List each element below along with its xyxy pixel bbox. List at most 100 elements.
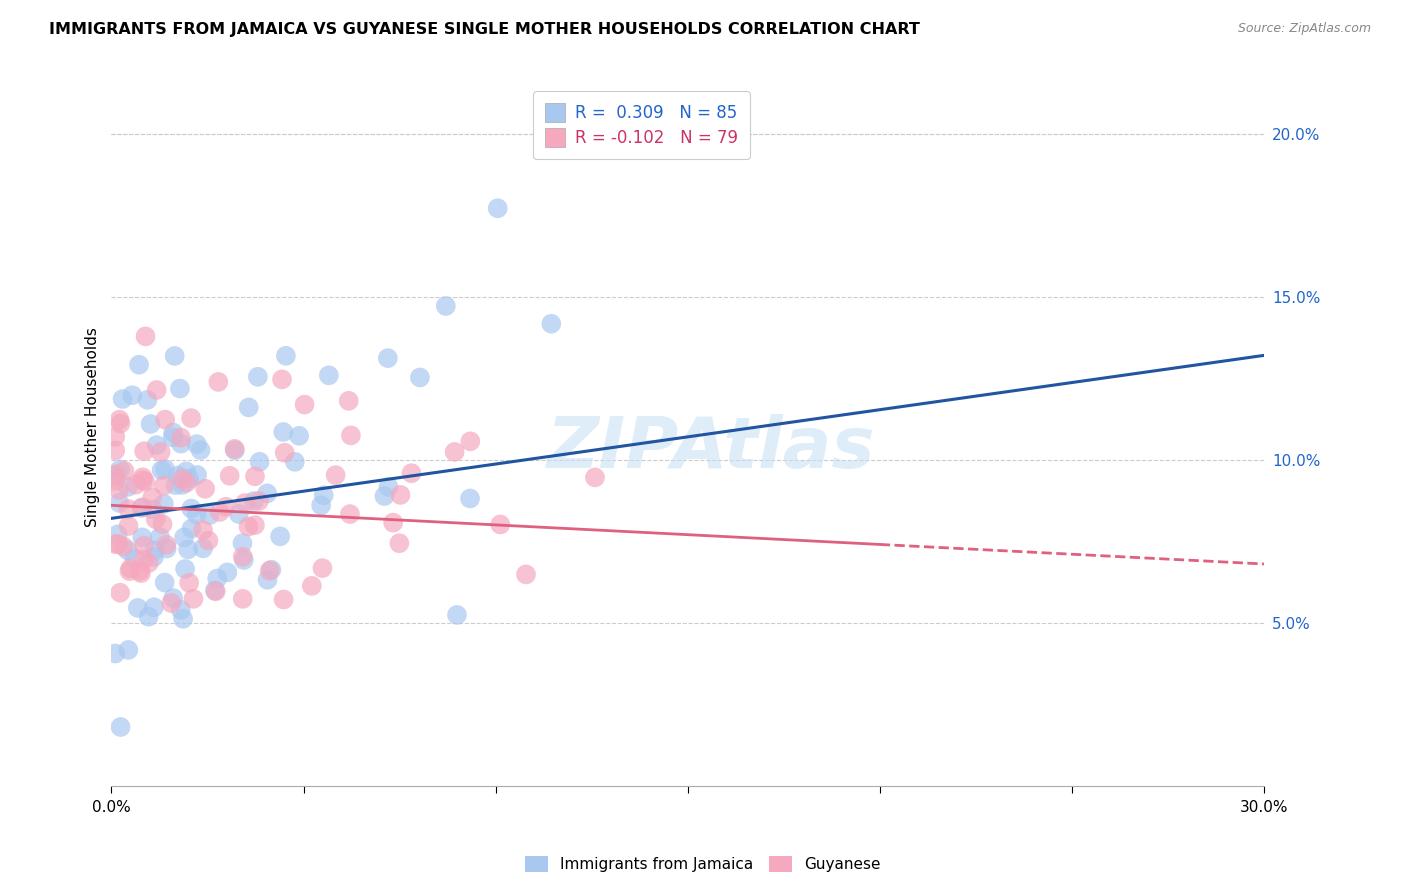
Point bbox=[246, 369, 269, 384]
Text: ZIPAtlas: ZIPAtlas bbox=[547, 414, 875, 483]
Point bbox=[409, 370, 432, 384]
Point bbox=[104, 647, 127, 661]
Point bbox=[190, 443, 212, 458]
Point bbox=[117, 519, 139, 533]
Point bbox=[434, 299, 457, 313]
Point bbox=[180, 521, 202, 535]
Point bbox=[377, 480, 399, 494]
Point bbox=[458, 491, 481, 506]
Point bbox=[117, 643, 139, 657]
Point bbox=[170, 431, 193, 445]
Point bbox=[110, 417, 132, 431]
Point bbox=[104, 443, 127, 458]
Point bbox=[155, 538, 177, 552]
Point bbox=[143, 600, 166, 615]
Point bbox=[167, 468, 190, 483]
Point bbox=[107, 527, 129, 541]
Point bbox=[224, 443, 246, 458]
Point bbox=[149, 445, 172, 459]
Point bbox=[198, 508, 221, 523]
Point bbox=[271, 372, 294, 386]
Point bbox=[128, 358, 150, 372]
Point bbox=[104, 467, 127, 482]
Point bbox=[104, 474, 127, 488]
Point bbox=[153, 497, 176, 511]
Point bbox=[153, 462, 176, 476]
Point bbox=[117, 543, 139, 558]
Point bbox=[120, 561, 142, 575]
Point bbox=[152, 478, 174, 492]
Point bbox=[125, 477, 148, 491]
Point bbox=[108, 496, 131, 510]
Point bbox=[191, 541, 214, 556]
Point bbox=[141, 490, 163, 504]
Point bbox=[108, 412, 131, 426]
Point bbox=[186, 437, 208, 451]
Point bbox=[132, 539, 155, 553]
Point bbox=[318, 368, 340, 383]
Point bbox=[191, 523, 214, 537]
Point bbox=[274, 349, 297, 363]
Point bbox=[108, 483, 131, 497]
Point bbox=[180, 411, 202, 425]
Point bbox=[204, 584, 226, 599]
Point bbox=[337, 393, 360, 408]
Point bbox=[179, 575, 201, 590]
Point bbox=[104, 468, 127, 483]
Point bbox=[312, 488, 335, 502]
Point bbox=[177, 542, 200, 557]
Point bbox=[382, 516, 405, 530]
Point bbox=[131, 470, 153, 484]
Point bbox=[145, 512, 167, 526]
Point bbox=[228, 507, 250, 521]
Point bbox=[176, 475, 198, 490]
Point bbox=[121, 388, 143, 402]
Point bbox=[179, 472, 201, 486]
Point bbox=[170, 472, 193, 486]
Point bbox=[156, 541, 179, 556]
Point bbox=[132, 552, 155, 566]
Point bbox=[163, 349, 186, 363]
Point bbox=[311, 561, 333, 575]
Point bbox=[160, 596, 183, 610]
Point bbox=[104, 537, 127, 551]
Point bbox=[325, 468, 347, 483]
Point bbox=[138, 556, 160, 570]
Point bbox=[540, 317, 562, 331]
Point bbox=[460, 434, 482, 449]
Point bbox=[294, 398, 316, 412]
Point bbox=[180, 501, 202, 516]
Point bbox=[112, 464, 135, 478]
Legend: Immigrants from Jamaica, Guyanese: Immigrants from Jamaica, Guyanese bbox=[517, 848, 889, 880]
Point bbox=[224, 442, 246, 456]
Text: IMMIGRANTS FROM JAMAICA VS GUYANESE SINGLE MOTHER HOUSEHOLDS CORRELATION CHART: IMMIGRANTS FROM JAMAICA VS GUYANESE SING… bbox=[49, 22, 920, 37]
Point bbox=[162, 425, 184, 440]
Point bbox=[218, 468, 240, 483]
Point bbox=[149, 530, 172, 544]
Point bbox=[373, 489, 395, 503]
Point bbox=[238, 401, 260, 415]
Point bbox=[128, 564, 150, 578]
Point bbox=[340, 428, 363, 442]
Point bbox=[145, 383, 167, 397]
Point bbox=[243, 469, 266, 483]
Point bbox=[111, 392, 134, 406]
Point bbox=[389, 488, 412, 502]
Point bbox=[284, 455, 307, 469]
Legend: R =  0.309   N = 85, R = -0.102   N = 79: R = 0.309 N = 85, R = -0.102 N = 79 bbox=[533, 91, 749, 159]
Point bbox=[165, 478, 187, 492]
Point bbox=[243, 494, 266, 508]
Point bbox=[238, 519, 260, 533]
Point bbox=[127, 601, 149, 615]
Point bbox=[205, 571, 228, 585]
Point bbox=[339, 507, 361, 521]
Point bbox=[208, 505, 231, 519]
Point bbox=[249, 455, 271, 469]
Point bbox=[204, 583, 226, 598]
Point bbox=[443, 445, 465, 459]
Point bbox=[173, 530, 195, 544]
Point bbox=[107, 537, 129, 551]
Point bbox=[247, 494, 270, 508]
Point bbox=[139, 417, 162, 431]
Point bbox=[110, 720, 132, 734]
